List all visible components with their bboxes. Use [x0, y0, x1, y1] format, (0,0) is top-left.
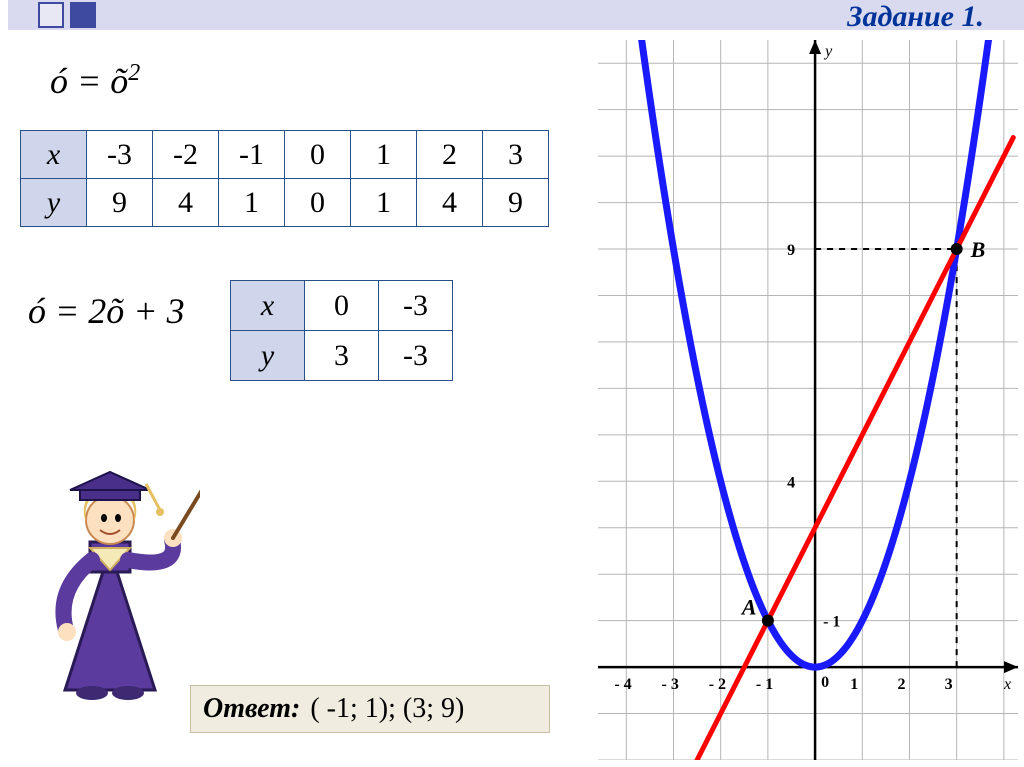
svg-text:y: y [823, 43, 833, 60]
cell: 0 [285, 179, 351, 227]
cell: 2 [417, 131, 483, 179]
svg-text:- 1: - 1 [756, 676, 773, 693]
deco-square [38, 2, 64, 28]
cell: -2 [153, 131, 219, 179]
formula-2: ó = 2õ + 3 [28, 290, 185, 332]
svg-text:- 2: - 2 [709, 676, 726, 693]
cell: 9 [87, 179, 153, 227]
cell: -3 [379, 281, 453, 331]
table-row: y 3 -3 [231, 331, 453, 381]
cell: 4 [153, 179, 219, 227]
cell: 3 [483, 131, 549, 179]
row-header: x [231, 281, 305, 331]
svg-text:x: x [1003, 676, 1011, 693]
cell: -3 [87, 131, 153, 179]
svg-text:A: A [740, 595, 757, 620]
formula-2-text: ó = 2õ + 3 [28, 291, 185, 331]
table-row: x -3 -2 -1 0 1 2 3 [21, 131, 549, 179]
answer-bar: Ответ: ( -1; 1); (3; 9) [190, 685, 550, 733]
svg-text:B: B [970, 237, 986, 262]
svg-text:4: 4 [787, 474, 795, 491]
svg-text:9: 9 [787, 242, 795, 259]
svg-text:- 1: - 1 [823, 614, 840, 631]
formula-1-text: ó = õ2 [50, 61, 140, 101]
cell: 3 [305, 331, 379, 381]
graph: x y 0 - 4 - 3 - 2 - 1 1 2 3 - 1 4 9 A B [598, 40, 1018, 760]
svg-text:0: 0 [821, 674, 829, 691]
cell: -1 [219, 131, 285, 179]
table-row: y 9 4 1 0 1 4 9 [21, 179, 549, 227]
page-title: Задание 1. [847, 0, 984, 34]
svg-text:2: 2 [897, 676, 905, 693]
cell: 9 [483, 179, 549, 227]
cell: 4 [417, 179, 483, 227]
cell: -3 [379, 331, 453, 381]
cell: 0 [285, 131, 351, 179]
cell: 1 [351, 131, 417, 179]
graph-svg: x y 0 - 4 - 3 - 2 - 1 1 2 3 - 1 4 9 A B [598, 40, 1018, 760]
formula-1: ó = õ2 [50, 60, 140, 102]
table-parabola: x -3 -2 -1 0 1 2 3 y 9 4 1 0 1 4 9 [20, 130, 549, 227]
svg-text:- 3: - 3 [662, 676, 679, 693]
answer-label: Ответ: [203, 693, 300, 725]
row-header: x [21, 131, 87, 179]
cell: 0 [305, 281, 379, 331]
cell: 1 [351, 179, 417, 227]
answer-text: ( -1; 1); (3; 9) [310, 693, 464, 725]
teacher-character-icon [20, 460, 200, 700]
svg-text:- 4: - 4 [614, 676, 631, 693]
row-header: y [21, 179, 87, 227]
row-header: y [231, 331, 305, 381]
decorative-squares [38, 2, 96, 28]
table-row: x 0 -3 [231, 281, 453, 331]
table-line: x 0 -3 y 3 -3 [230, 280, 453, 381]
svg-text:3: 3 [945, 676, 953, 693]
deco-square [70, 2, 96, 28]
svg-text:1: 1 [850, 676, 858, 693]
cell: 1 [219, 179, 285, 227]
